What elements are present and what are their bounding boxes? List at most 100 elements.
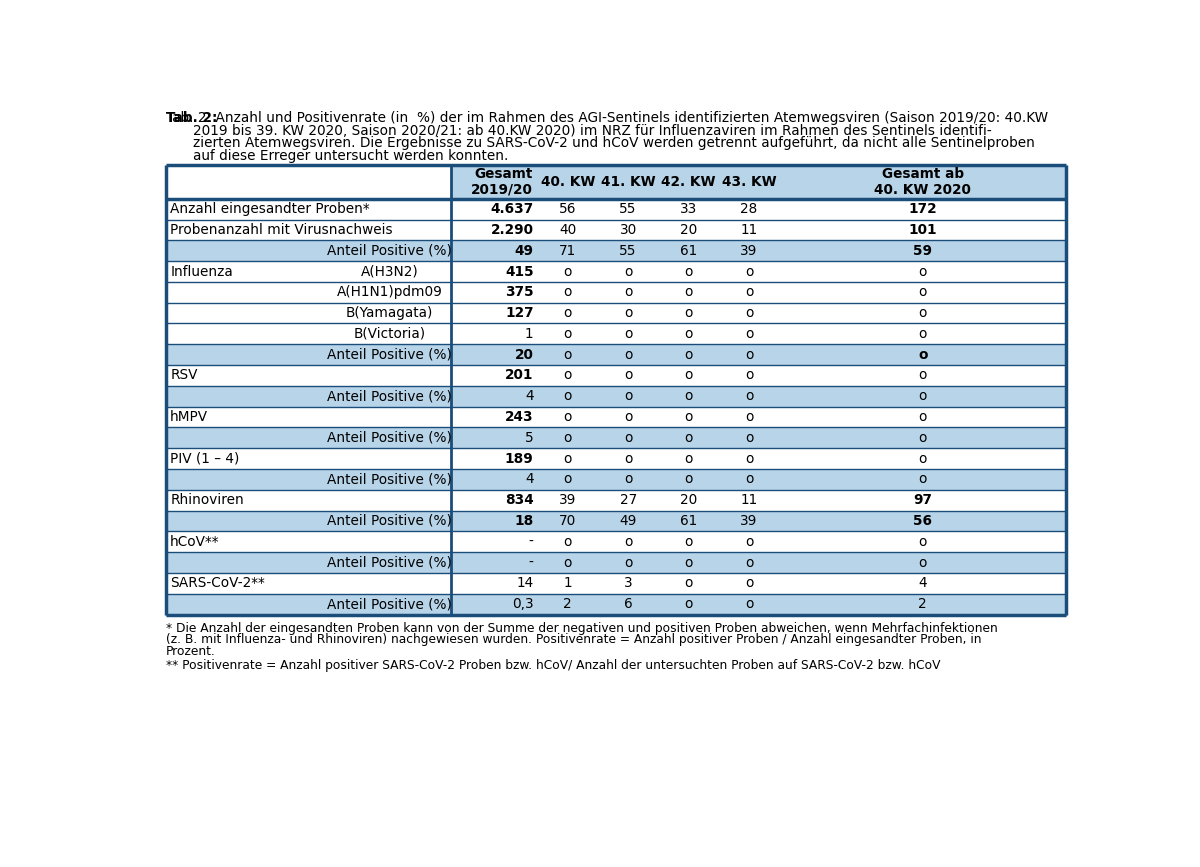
Text: o: o [918,431,926,445]
Bar [166,303,329,323]
Bar [598,427,659,448]
Bar [659,240,719,261]
Bar [451,365,538,386]
Bar [598,323,659,344]
Bar [719,365,779,386]
Bar [451,427,538,448]
Text: Anteil Positive (%): Anteil Positive (%) [328,431,452,445]
Text: o: o [918,389,926,403]
Bar [659,573,719,594]
Text: 28: 28 [740,202,757,216]
Bar [779,386,1066,407]
Bar [598,344,659,365]
Bar [329,594,451,615]
Text: 415: 415 [505,264,534,278]
Bar [779,552,1066,573]
Bar [659,427,719,448]
Bar [779,240,1066,261]
Text: o: o [564,264,572,278]
Bar [598,511,659,531]
Bar [166,469,329,490]
Bar [719,261,779,282]
Bar [598,303,659,323]
Bar [329,573,451,594]
Text: o: o [684,327,692,341]
Text: o: o [745,577,754,590]
Text: 3: 3 [624,577,632,590]
Text: o: o [745,431,754,445]
Text: o: o [684,348,692,362]
Text: o: o [684,285,692,299]
Text: 71: 71 [559,244,576,257]
Bar [719,282,779,303]
Bar [598,165,659,199]
Bar [659,490,719,511]
Bar [166,219,329,240]
Text: 55: 55 [619,244,637,257]
Bar [329,469,451,490]
Bar [329,219,451,240]
Bar [659,261,719,282]
Bar [166,511,329,531]
Bar [329,490,451,511]
Bar [659,386,719,407]
Text: 61: 61 [680,244,697,257]
Text: 127: 127 [505,306,534,320]
Text: 59: 59 [913,244,932,257]
Bar [451,323,538,344]
Bar [719,594,779,615]
Text: o: o [745,473,754,486]
Bar [598,531,659,552]
Text: 56: 56 [913,514,932,528]
Bar [779,448,1066,469]
Text: Anteil Positive (%): Anteil Positive (%) [328,348,452,362]
Bar [779,219,1066,240]
Bar [329,282,451,303]
Text: 97: 97 [913,493,932,507]
Text: o: o [684,535,692,549]
Bar [538,323,598,344]
Bar [451,303,538,323]
Text: o: o [745,597,754,611]
Text: o: o [684,410,692,424]
Text: B(Yamagata): B(Yamagata) [346,306,433,320]
Bar [451,594,538,615]
Bar [719,511,779,531]
Bar [598,282,659,303]
Text: 101: 101 [908,223,937,237]
Bar [538,344,598,365]
Bar [779,344,1066,365]
Text: 39: 39 [740,514,757,528]
Bar [719,219,779,240]
Text: o: o [564,327,572,341]
Text: 4.637: 4.637 [491,202,534,216]
Bar [719,427,779,448]
Text: o: o [684,264,692,278]
Bar [598,552,659,573]
Text: 27: 27 [619,493,637,507]
Bar [659,344,719,365]
Text: Anzahl eingesandter Proben*: Anzahl eingesandter Proben* [170,202,370,216]
Bar [166,282,329,303]
Text: 2: 2 [564,597,572,611]
Bar [329,344,451,365]
Bar [719,531,779,552]
Bar [329,240,451,261]
Text: 56: 56 [559,202,576,216]
Text: (z. B. mit Influenza- und Rhinoviren) nachgewiesen wurden. Positivenrate = Anzah: (z. B. mit Influenza- und Rhinoviren) na… [166,634,982,647]
Text: o: o [624,327,632,341]
Bar [719,303,779,323]
Bar [166,407,329,427]
Text: 2019 bis 39. KW 2020, Saison 2020/21: ab 40.KW 2020) im NRZ für Influenzaviren i: 2019 bis 39. KW 2020, Saison 2020/21: ab… [193,124,991,138]
Bar [598,199,659,219]
Bar [659,531,719,552]
Text: 61: 61 [680,514,697,528]
Bar [451,469,538,490]
Bar [451,552,538,573]
Text: 39: 39 [740,244,757,257]
Bar [659,407,719,427]
Bar [451,490,538,511]
Text: o: o [745,348,754,362]
Bar [598,594,659,615]
Text: 55: 55 [619,202,637,216]
